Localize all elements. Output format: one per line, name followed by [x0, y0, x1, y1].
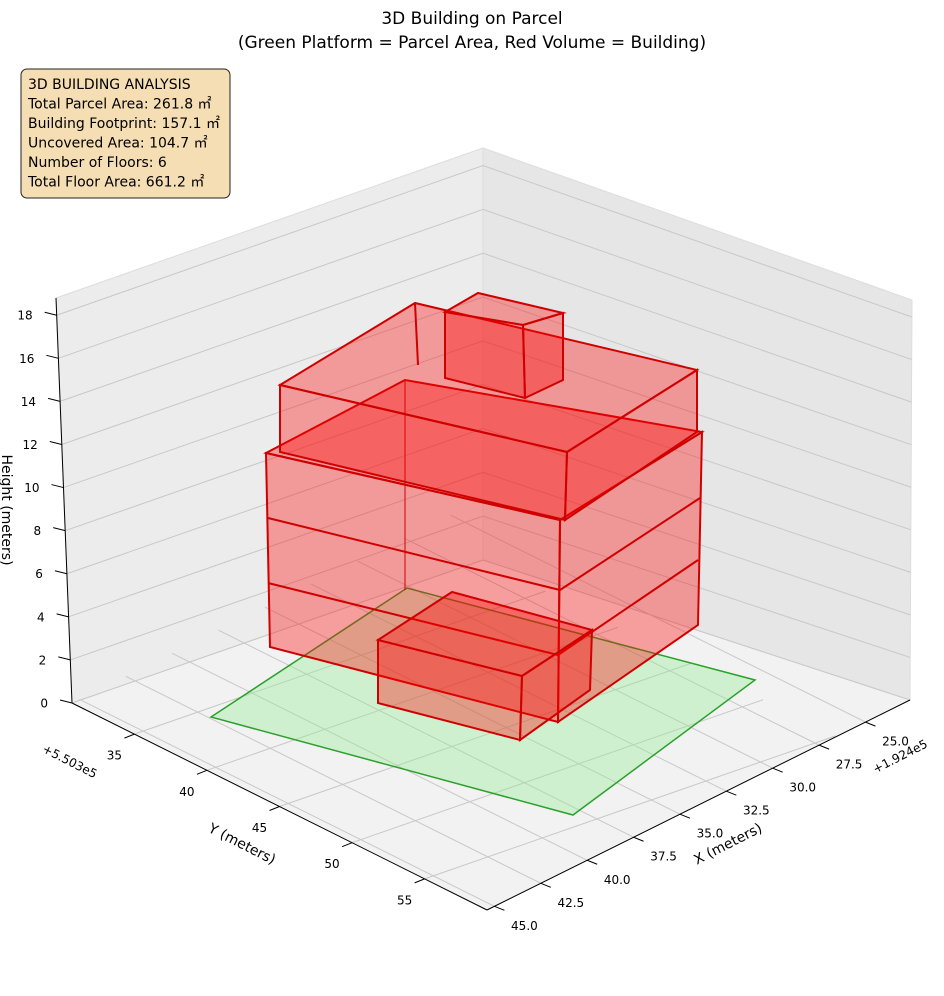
upper-face [563, 368, 698, 522]
grid-line [311, 583, 727, 792]
x-tick-label: 37.5 [650, 850, 677, 864]
building [263, 291, 705, 742]
grid-line [357, 560, 773, 769]
y-tick-label: 55 [397, 893, 412, 907]
grid-line [134, 590, 546, 735]
x-tick-label: 25.0 [882, 735, 909, 749]
z-tick-label: 0 [40, 697, 48, 711]
chart-subtitle: (Green Platform = Parcel Area, Red Volum… [238, 33, 706, 53]
y-tick [414, 878, 425, 884]
floor-line [267, 559, 699, 657]
panes [55, 147, 913, 911]
z-tick [59, 699, 73, 704]
y-tick [124, 733, 135, 739]
grid-line [63, 340, 912, 489]
grid-line [66, 427, 911, 575]
x-tick [586, 859, 598, 865]
grid-line [56, 165, 913, 318]
y-tick [341, 842, 353, 848]
z-axis-line [55, 297, 73, 704]
y-tick [269, 806, 280, 811]
y-tick-label: 50 [324, 857, 339, 871]
annex-face [518, 628, 594, 742]
grid-line [424, 735, 836, 880]
z-tick-label: 2 [39, 653, 47, 667]
annotation-line: Total Floor Area: 661.2 ㎡ [27, 175, 204, 191]
x-tick [726, 790, 737, 796]
grid-line [279, 663, 691, 807]
x-tick-label: 30.0 [789, 781, 816, 795]
y-tick-label: 45 [252, 821, 267, 835]
x-tick [679, 813, 691, 819]
grid-line [58, 208, 912, 361]
x-tick-label: 32.5 [743, 804, 770, 818]
x-tick [865, 721, 876, 727]
y-offset: +5.503e5 [40, 742, 99, 781]
z-tick-label: 18 [17, 309, 32, 323]
grid-line [206, 626, 619, 771]
grid-line [218, 629, 634, 838]
z-tick [47, 397, 61, 402]
z-tick [53, 527, 66, 532]
z-tick-label: 6 [35, 567, 43, 581]
annotation-line: Number of Floors: 6 [28, 155, 167, 171]
z-tick-label: 8 [34, 524, 42, 538]
x-axis-line [486, 699, 911, 911]
x-tick [633, 836, 644, 842]
z-tick-label: 4 [37, 610, 45, 624]
x-tick-label: 35.0 [697, 827, 724, 841]
chart-title: 3D Building on Parcel [381, 9, 562, 29]
grid-line [450, 514, 866, 723]
penthouse-face [521, 311, 564, 400]
z-tick-label: 10 [24, 481, 39, 495]
y-tick-label: 35 [107, 749, 122, 763]
annotation-line: 3D BUILDING ANALYSIS [28, 77, 191, 93]
x-tick-label: 27.5 [836, 758, 863, 772]
annotation-line: Building Footprint: 157.1 ㎡ [28, 116, 220, 132]
x-tick-label: 40.0 [604, 873, 631, 887]
annotation-text: 3D BUILDING ANALYSIS Total Parcel Area: 2… [27, 77, 220, 191]
grid-line [70, 515, 911, 661]
grid-line [61, 296, 912, 446]
x-tick [772, 767, 783, 773]
upper-edge [414, 302, 419, 366]
grid-line [65, 384, 912, 532]
x-tick [540, 882, 551, 888]
grid-line [171, 652, 588, 861]
z-axis-label: Height (meters) [0, 454, 14, 565]
y-tick [196, 769, 208, 775]
z-tick [56, 613, 69, 618]
grid-line [68, 471, 911, 618]
z-tick [44, 311, 57, 316]
z-tick [49, 441, 62, 445]
z-tick [54, 570, 68, 575]
annotation-box: 3D BUILDING ANALYSIS Total Parcel Area: 2… [20, 68, 231, 199]
z-tick [58, 656, 71, 661]
z-tick [51, 484, 64, 489]
annotation-line: Uncovered Area: 104.7 ㎡ [28, 136, 208, 152]
x-tick-label: 42.5 [557, 896, 584, 910]
x-tick-label: 45.0 [511, 919, 538, 933]
annotation-line: Total Parcel Area: 261.8 ㎡ [27, 97, 212, 113]
floor-line [267, 497, 701, 592]
grid-line [351, 699, 764, 844]
z-tick [46, 354, 59, 359]
annotation-background [20, 68, 231, 199]
z-tick-label: 14 [21, 395, 36, 409]
z-tick-label: 16 [19, 352, 34, 366]
axes: 0 2 4 6 8 10 12 14 16 18 35 40 45 50 55 25.0 27.5 30.0 32.… [17, 297, 911, 933]
x-tick [494, 905, 505, 911]
y-tick-label: 40 [179, 785, 194, 799]
grid [56, 165, 913, 907]
x-tick [818, 744, 830, 750]
z-tick-label: 12 [23, 438, 38, 452]
grid-line [264, 606, 681, 815]
grid-line [71, 559, 911, 704]
grid-line [79, 698, 495, 907]
grid-line [59, 252, 912, 403]
grid-line [125, 675, 542, 884]
